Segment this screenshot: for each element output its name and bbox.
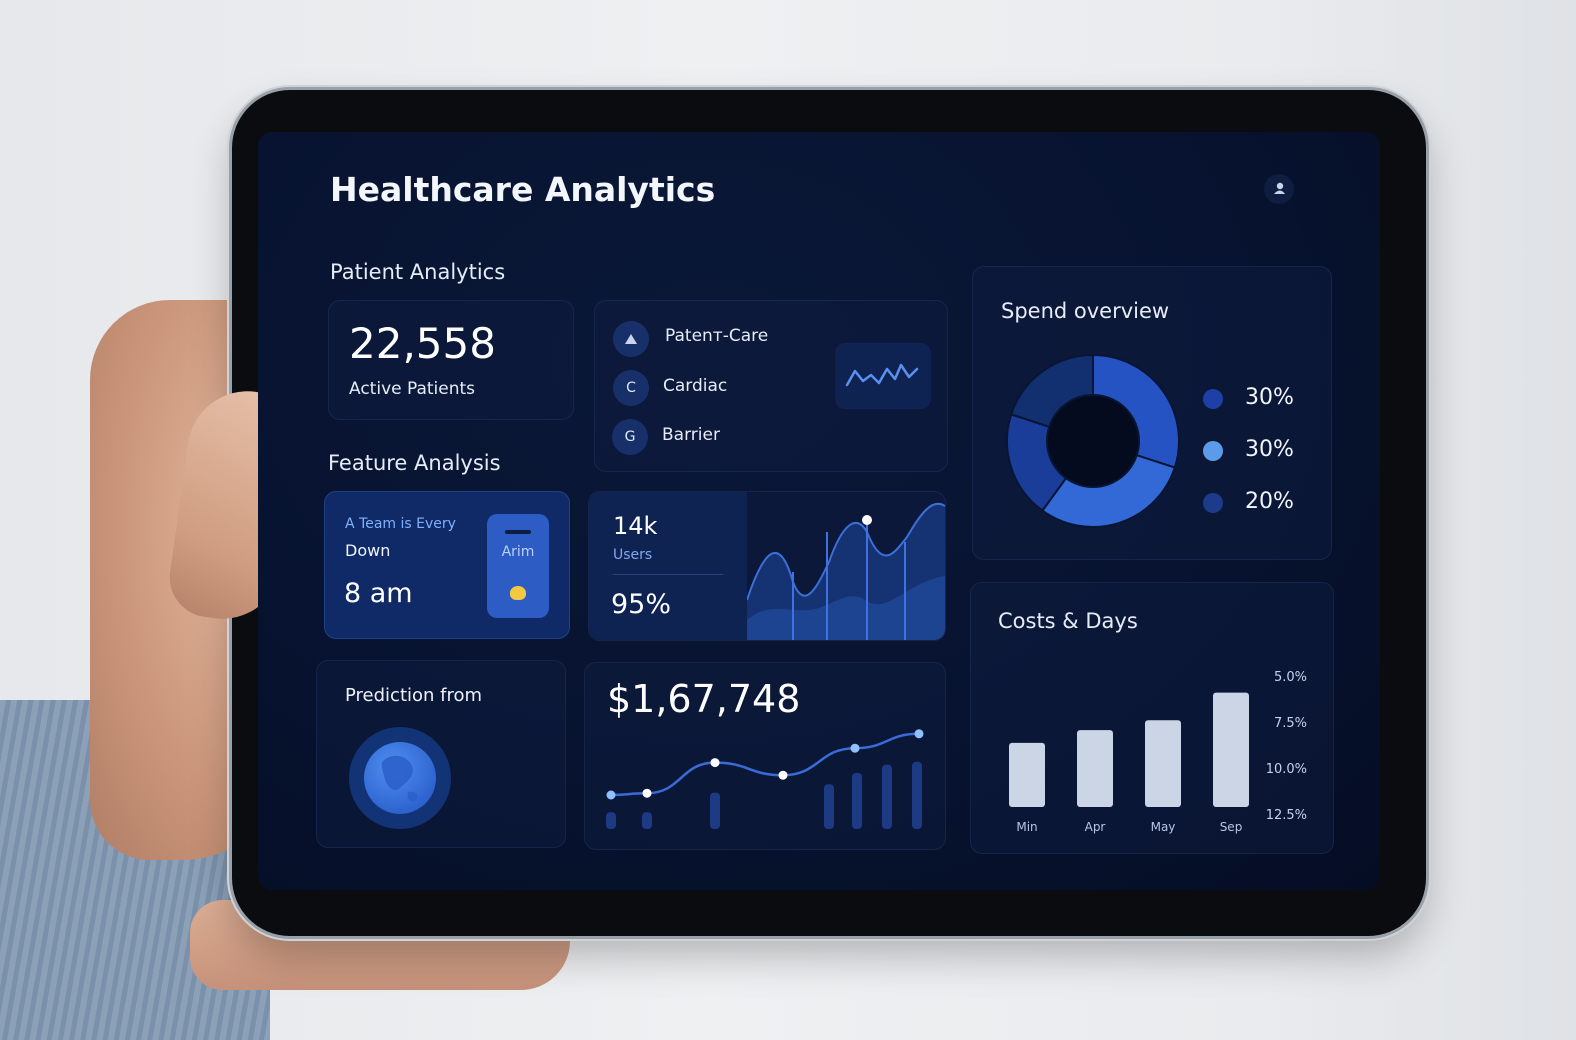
- spend-overview-card[interactable]: Spend overview 30% 30% 20%: [972, 266, 1332, 560]
- legend-dot-3: [1203, 493, 1223, 513]
- bar-min[interactable]: [1009, 742, 1045, 807]
- revenue-bar: [912, 761, 922, 829]
- revenue-bar: [606, 812, 616, 829]
- revenue-bar: [824, 784, 834, 829]
- donut-slice-1[interactable]: [1092, 353, 1180, 469]
- bar-sep[interactable]: [1213, 692, 1249, 807]
- globe-icon: [349, 727, 451, 829]
- feature-analysis-heading: Feature Analysis: [328, 451, 501, 475]
- team-card-time: 8 am: [344, 578, 413, 609]
- team-card-status: Down: [345, 541, 391, 560]
- cardiac-icon: C: [613, 370, 649, 406]
- users-percent: 95%: [611, 589, 672, 620]
- patient-analytics-heading: Patient Analytics: [330, 260, 506, 284]
- prediction-label: Prediction from: [345, 685, 483, 706]
- bar-may[interactable]: [1145, 720, 1181, 807]
- active-patients-card[interactable]: 22,558 Active Patients: [328, 300, 574, 420]
- spend-overview-heading: Spend overview: [1001, 299, 1170, 323]
- revenue-bar: [642, 812, 652, 829]
- y-tick-label: 12.5%: [1266, 808, 1307, 823]
- sparkline-tile: [835, 343, 931, 409]
- revenue-line: [610, 732, 920, 797]
- profile-button[interactable]: [1264, 174, 1294, 204]
- y-tick-label: 5.0%: [1274, 670, 1307, 685]
- donut-slice-2[interactable]: [1041, 453, 1177, 528]
- users-count: 14k: [613, 512, 658, 540]
- costs-days-card[interactable]: Costs & Days Min Apr May Sep 5.0% 7.5% 10.0% 12…: [970, 582, 1334, 854]
- badge-label: Arim: [501, 544, 535, 560]
- dashboard-screen: Healthcare Analytics Patient Analytics 2…: [258, 132, 1380, 890]
- revenue-bar: [710, 792, 720, 829]
- list-item-barrier[interactable]: Barrier: [662, 425, 720, 445]
- legend-label-3: 20%: [1245, 489, 1294, 514]
- active-patients-label: Active Patients: [349, 379, 476, 399]
- x-tick-label: Apr: [1085, 820, 1106, 834]
- y-tick-label: 10.0%: [1266, 762, 1307, 777]
- triangle-icon: [613, 321, 649, 357]
- legend-dot-2: [1203, 441, 1223, 461]
- revenue-point[interactable]: [850, 743, 860, 753]
- sparkline-chart: [845, 363, 919, 387]
- users-label: Users: [613, 547, 653, 563]
- costs-days-heading: Costs & Days: [998, 609, 1138, 633]
- revenue-point[interactable]: [606, 790, 616, 800]
- barrier-icon: G: [612, 419, 648, 455]
- patient-care-card[interactable]: Patenт-Care C Cardiac G Barrier: [594, 300, 948, 472]
- revenue-point[interactable]: [778, 770, 788, 780]
- users-panel: [589, 492, 747, 640]
- revenue-bar: [882, 764, 892, 829]
- bar-apr[interactable]: [1077, 730, 1113, 807]
- legend-label-2: 30%: [1245, 437, 1294, 462]
- team-card[interactable]: A Team is Every Down 8 am Arim: [324, 491, 570, 639]
- badge-bar: [505, 530, 531, 534]
- donut-slice-other-4[interactable]: [1009, 353, 1094, 429]
- page-title: Healthcare Analytics: [330, 170, 716, 209]
- revenue-point[interactable]: [710, 758, 720, 768]
- legend-dot-1: [1203, 389, 1223, 409]
- revenue-chart: [606, 729, 924, 829]
- list-item-patient-care[interactable]: Patenт-Care: [665, 326, 769, 346]
- list-item-cardiac[interactable]: Cardiac: [663, 376, 728, 396]
- team-card-subtitle: A Team is Every: [345, 516, 456, 532]
- revenue-card[interactable]: $1,67,748: [584, 662, 946, 850]
- device-badge[interactable]: Arim: [487, 514, 549, 618]
- area-chart: [747, 502, 945, 640]
- revenue-value: $1,67,748: [607, 677, 801, 721]
- x-tick-label: May: [1151, 820, 1176, 834]
- active-patients-count: 22,558: [349, 319, 496, 368]
- bell-icon: [510, 586, 526, 600]
- user-icon: [1274, 182, 1285, 194]
- legend-label-1: 30%: [1245, 385, 1294, 410]
- revenue-point[interactable]: [914, 729, 924, 739]
- donut-chart: [1006, 353, 1180, 528]
- users-card[interactable]: 14k Users 95%: [588, 491, 946, 641]
- prediction-card[interactable]: Prediction from: [316, 660, 566, 848]
- x-tick-label: Min: [1016, 820, 1037, 834]
- revenue-point[interactable]: [642, 788, 652, 798]
- costs-bar-chart: Min Apr May Sep 5.0% 7.5% 10.0% 12.5%: [1009, 670, 1307, 834]
- revenue-bar: [852, 773, 862, 829]
- donut-hole: [1048, 396, 1138, 486]
- divider: [613, 574, 723, 575]
- y-tick-label: 7.5%: [1274, 716, 1307, 731]
- x-tick-label: Sep: [1220, 820, 1243, 834]
